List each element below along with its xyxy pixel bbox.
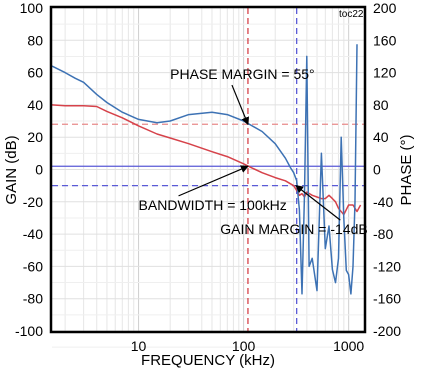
left-tick-label: 100 bbox=[20, 0, 44, 16]
phase-series-line bbox=[51, 44, 358, 295]
annotations: PHASE MARGIN = 55° BANDWIDTH = 100kHz GAIN… bbox=[139, 66, 368, 237]
right-tick-label: 200 bbox=[373, 0, 397, 16]
right-axis-ticks: 200 160 120 80 40 0 -40 -80 -120 -160 -200 bbox=[373, 0, 401, 339]
right-tick-label: 40 bbox=[373, 129, 389, 145]
x-tick-label: 1000 bbox=[333, 338, 364, 354]
right-tick-label: 0 bbox=[373, 162, 381, 178]
annotation-label: GAIN MARGIN = -14dB bbox=[220, 221, 367, 237]
x-tick-label: 100 bbox=[232, 338, 256, 354]
annotation-arrow bbox=[231, 84, 250, 126]
right-tick-label: -160 bbox=[373, 291, 401, 307]
left-tick-label: -80 bbox=[23, 291, 43, 307]
annotation-label: PHASE MARGIN = 55° bbox=[170, 66, 314, 82]
right-tick-label: 160 bbox=[373, 32, 397, 48]
right-axis-title: PHASE (°) bbox=[398, 134, 415, 205]
left-tick-label: -20 bbox=[23, 194, 43, 210]
plot-frame bbox=[49, 5, 367, 334]
left-tick-label: 60 bbox=[27, 65, 43, 81]
grid bbox=[52, 7, 364, 348]
right-tick-label: -80 bbox=[373, 226, 393, 242]
left-tick-label: 80 bbox=[27, 32, 43, 48]
right-tick-label: -40 bbox=[373, 194, 393, 210]
right-tick-label: 80 bbox=[373, 97, 389, 113]
left-tick-label: 0 bbox=[35, 162, 43, 178]
right-tick-label: 120 bbox=[373, 65, 397, 81]
right-tick-label: -120 bbox=[373, 258, 401, 274]
left-tick-label: -60 bbox=[23, 258, 43, 274]
left-tick-label: -100 bbox=[15, 323, 43, 339]
figure-tag: toc22 bbox=[339, 9, 364, 20]
annotation-arrow bbox=[178, 165, 249, 197]
x-tick-label: 10 bbox=[131, 338, 147, 354]
annotation-arrow bbox=[295, 185, 341, 221]
left-tick-label: -40 bbox=[23, 226, 43, 242]
x-axis-ticks: 10 100 1000 bbox=[131, 338, 365, 354]
left-tick-label: 20 bbox=[27, 129, 43, 145]
left-axis-ticks: 100 80 60 40 20 0 -20 -40 -60 -80 -100 bbox=[15, 0, 43, 339]
right-tick-label: -200 bbox=[373, 323, 401, 339]
left-tick-label: 40 bbox=[27, 97, 43, 113]
x-axis-title: FREQUENCY (kHz) bbox=[141, 352, 275, 369]
annotation-label: BANDWIDTH = 100kHz bbox=[139, 197, 287, 213]
left-axis-title: GAIN (dB) bbox=[3, 135, 20, 204]
